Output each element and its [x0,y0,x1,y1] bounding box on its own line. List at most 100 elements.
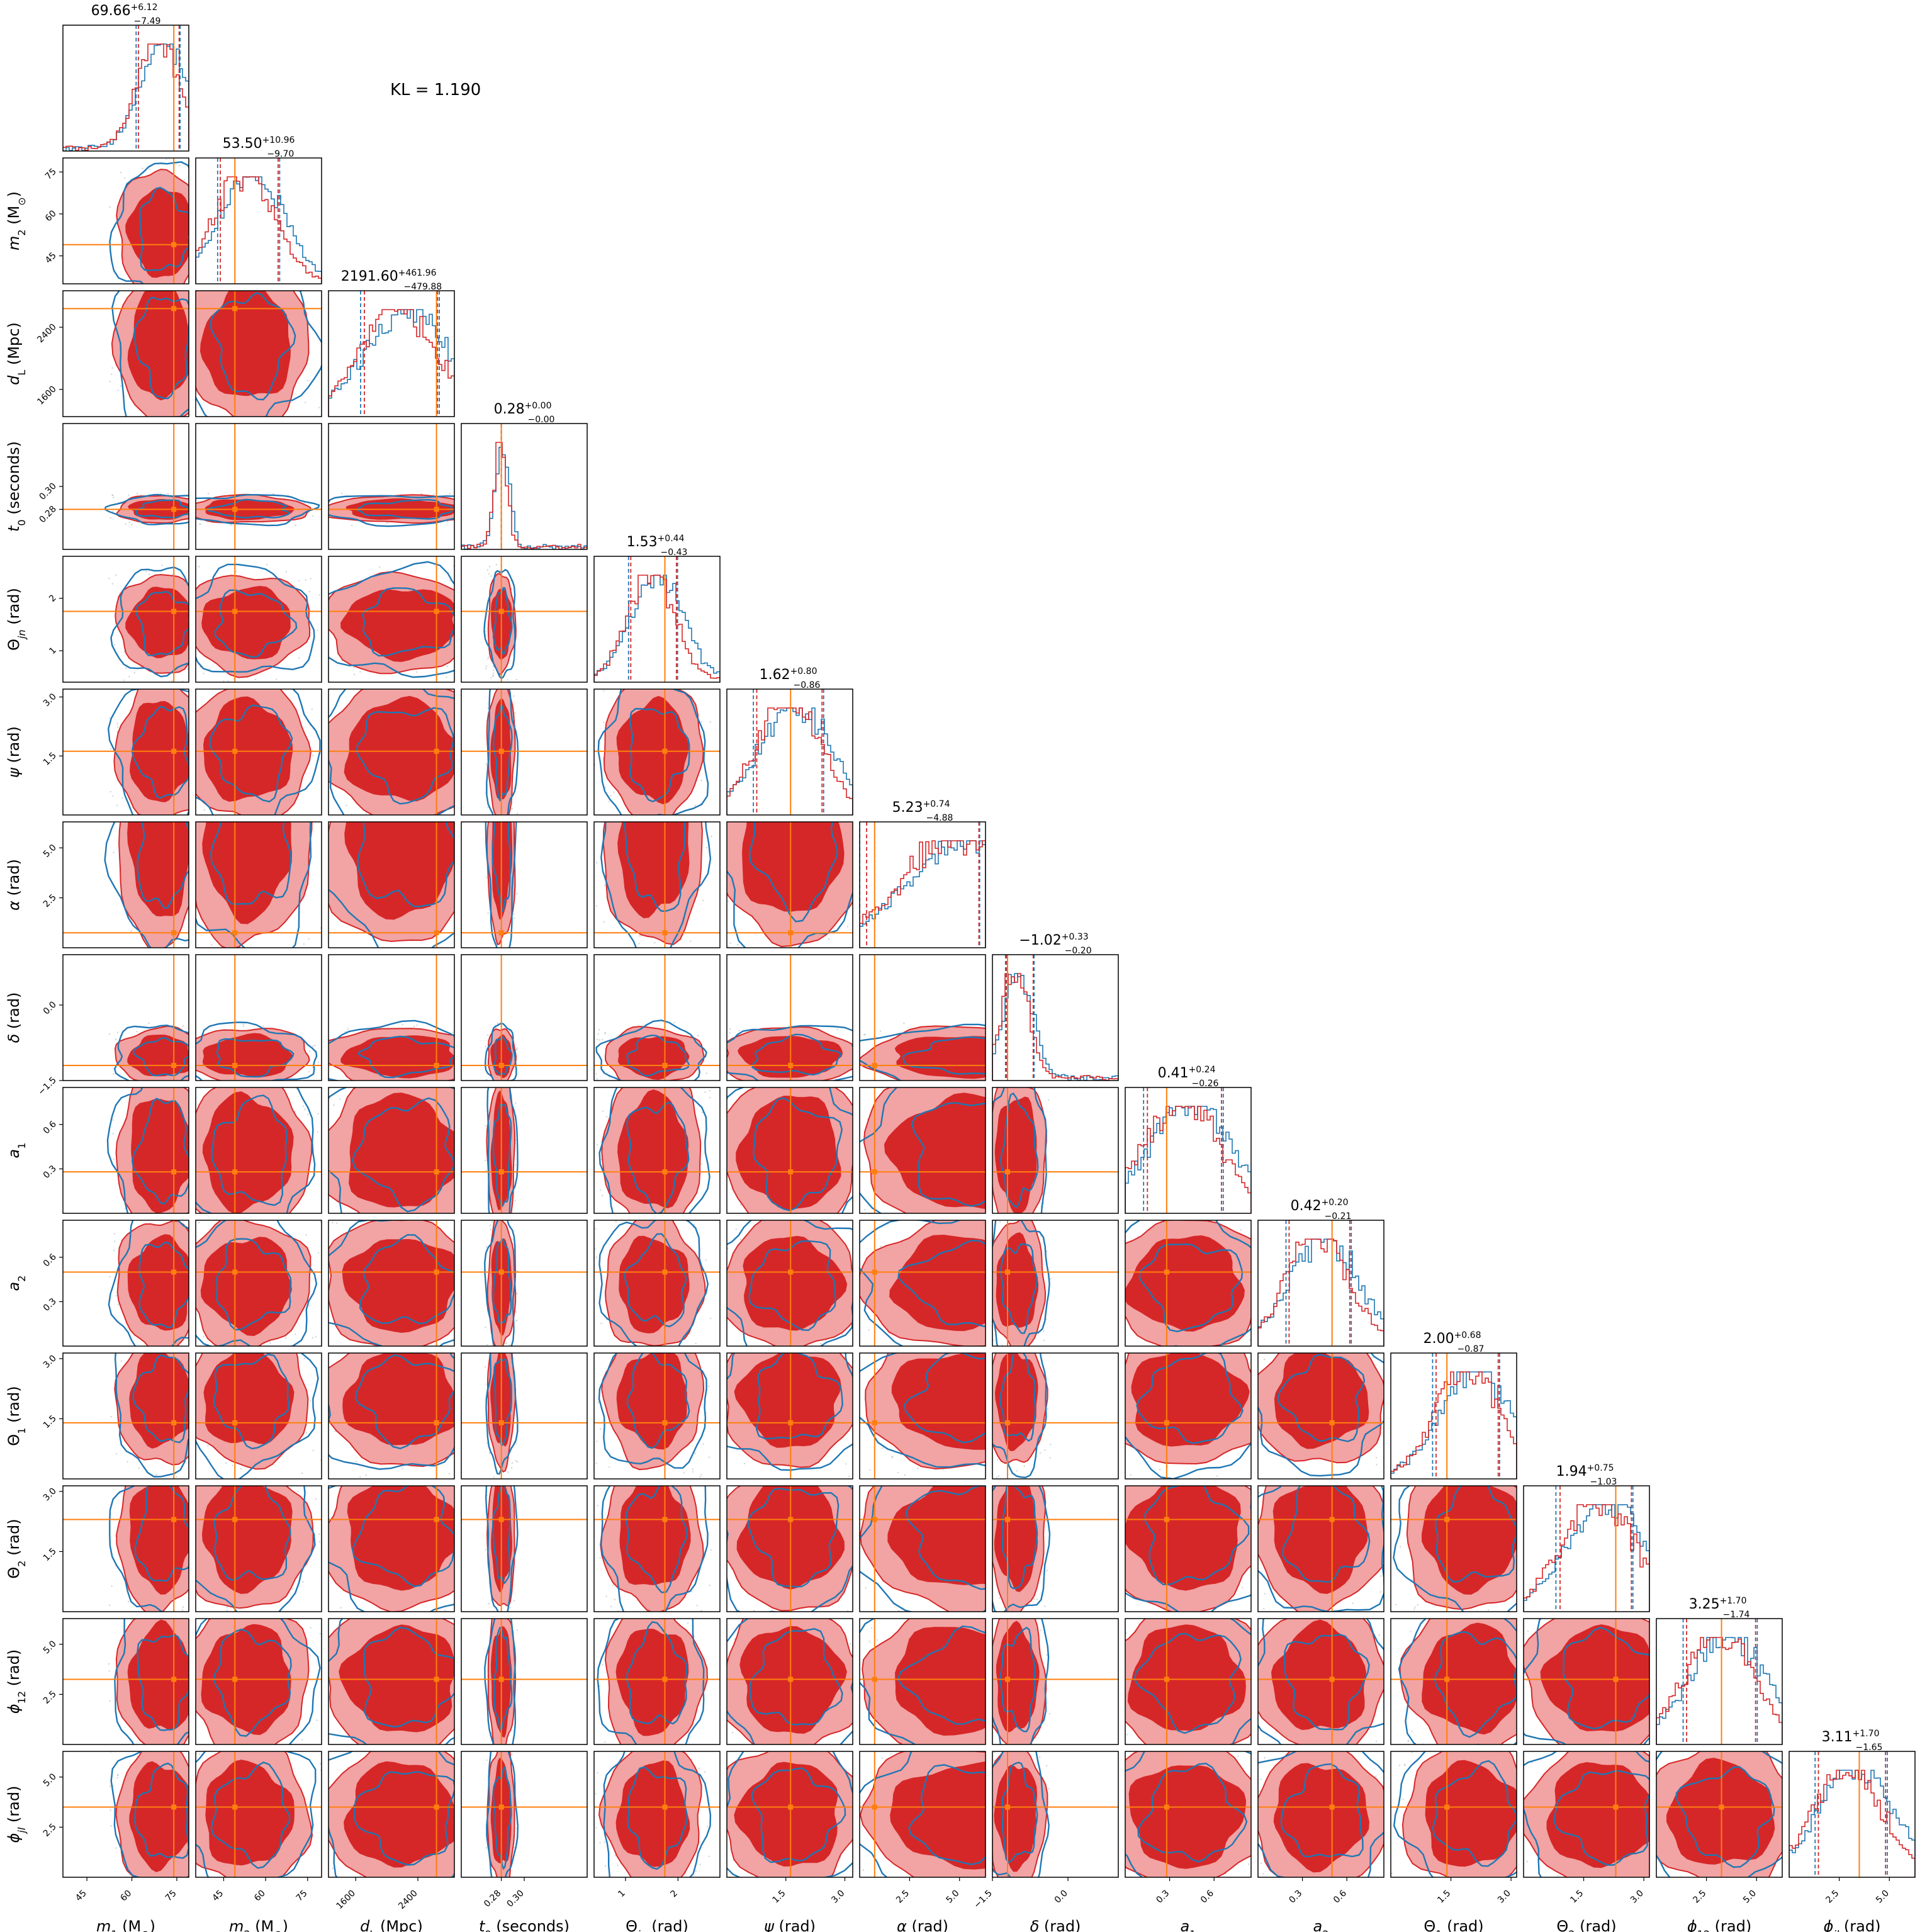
contour-blue-inner [210,291,296,401]
hist-red [1789,1770,1915,1877]
hist-red [329,309,454,417]
contour-blue-inner [1144,1486,1250,1586]
hist-blue [196,176,322,284]
panel-frame [1523,1485,1650,1612]
x-tick-label: 3.0 [1629,1889,1646,1906]
contour-blue-outer [603,1751,712,1877]
contour-blue-inner [210,822,292,905]
panel-frame [726,688,853,816]
truth-marker [788,1063,794,1068]
marginal-title: 0.28+0.00 −0.00 [494,401,555,425]
panel-frame [726,954,853,1081]
y-tick-label: 0.0 [42,1000,59,1017]
contour-blue-inner [359,1233,454,1325]
y-tick-label: 5.0 [42,843,59,860]
panel-a2-vs-delta [992,1220,1119,1347]
contour-blue-inner [351,1097,454,1213]
panel-theta1-vs-thetajn [593,1352,721,1480]
y-axis-label: ψ (rad) [5,726,23,778]
truth-marker [232,1169,238,1175]
contour-blue-inner [211,1094,288,1206]
panel-theta1-vs-alpha [859,1352,986,1480]
contour-blue-inner [213,1486,291,1581]
contour-blue-outer [727,870,853,948]
x-tick-label: 45 [74,1889,89,1904]
panel-a2-vs-a1 [1125,1220,1252,1347]
panel-phi12-vs-a2 [1257,1618,1384,1745]
hist-blue [329,309,454,417]
contour-blue-inner [1675,1766,1775,1868]
y-axis-label: ϕ12 (rad) [5,1649,28,1714]
panel-phi12-vs-delta [992,1618,1119,1745]
panel-frame [593,1352,721,1480]
panel-alpha-vs-m2 [195,821,322,948]
y-axis-label: α (rad) [5,859,23,911]
panel-frame [328,423,455,550]
panel-frame [1523,1751,1650,1878]
truth-marker [498,1676,504,1682]
y-tick-label: 60 [43,208,59,223]
panel-frame [62,954,189,1081]
marginal-title: 2191.60+461.96 −479.88 [341,268,442,292]
truth-marker [232,1676,238,1682]
panel-frame [195,423,322,550]
panel-theta2-vs-m2 [195,1485,322,1612]
truth-marker [872,1676,877,1682]
contour-blue-outer [485,1486,519,1612]
x-tick-label: 0.28 [482,1889,503,1909]
panel-frame [328,290,455,417]
panel-alpha-vs-t0 [461,821,588,948]
x-tick-label: 75 [164,1889,179,1904]
y-tick-label: 75 [43,167,59,182]
contour-blue-outer [992,1353,1047,1478]
y-tick-label: 1600 [35,384,59,407]
x-axis-label: t0 (seconds) [479,1918,570,1932]
truth-marker [171,1676,177,1682]
truth-marker [498,1169,504,1175]
x-tick-label: 3.0 [829,1889,846,1906]
contour-blue-outer [329,1751,454,1877]
marginal-title: −1.02+0.33 −0.20 [1019,932,1091,956]
panel-frame [593,1751,721,1878]
contour-blue-outer [329,1220,454,1346]
contour-blue-inner [748,1487,840,1588]
contour-inner [342,1353,454,1446]
panel-frame [195,1485,322,1612]
truth-marker [171,930,177,936]
hist-red [1391,1371,1517,1479]
contour-blue-inner [1280,1763,1364,1858]
panel-theta2-vs-theta1 [1390,1485,1517,1612]
contour-blue-outer [196,1021,318,1081]
panel-frame [726,1618,853,1745]
panel-frame [992,1220,1119,1347]
panel-frame [195,954,322,1081]
panel-frame [328,688,455,816]
truth-marker [788,1804,794,1810]
contour-blue-inner [911,1102,986,1207]
contour-blue-inner [625,1486,688,1593]
truth-marker [1005,1517,1010,1522]
x-axis-label: a2 [1313,1918,1329,1932]
hist-red [63,43,189,151]
panel-frame [859,1751,986,1878]
truth-marker [434,507,439,512]
x-tick-label: 1.5 [771,1889,788,1906]
panel-a2-vs-alpha [859,1220,986,1347]
truth-marker [232,507,238,512]
truth-marker [872,1517,877,1522]
contour-blue-inner [131,1098,189,1205]
truth-marker [171,748,177,754]
panel-frame [62,688,189,816]
panel-frame [859,1087,986,1214]
panel-frame [859,1618,986,1745]
truth-marker [1005,1804,1010,1810]
panel-t0-vs-dL [328,423,455,550]
x-tick-label: 0.30 [505,1889,525,1909]
hist-red [594,575,720,682]
hist-red [461,442,587,549]
contour-blue-outer [196,563,315,673]
panel-frame [1125,1485,1252,1612]
panel-theta2-vs-thetajn [593,1485,721,1612]
y-tick-label: 2.5 [42,1822,59,1839]
contour-blue-inner [1001,1486,1038,1590]
